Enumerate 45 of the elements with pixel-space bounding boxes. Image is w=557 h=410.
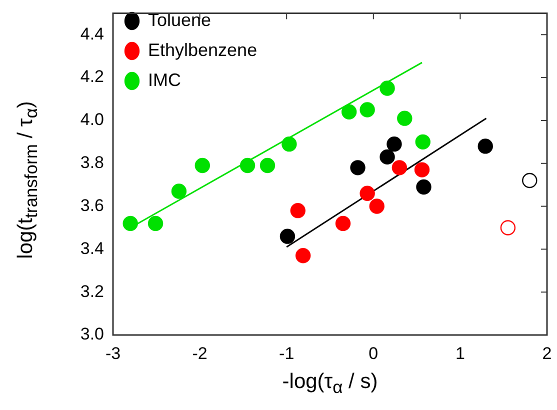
point [282, 136, 297, 152]
x-tick-label: -2 [192, 344, 208, 363]
point [397, 110, 412, 126]
x-tick-label: -1 [279, 344, 294, 363]
point [171, 184, 187, 199]
point [260, 158, 276, 174]
y-tick-label: 3.6 [80, 196, 104, 215]
legend-label: Ethylbenzene [148, 40, 258, 60]
point [240, 158, 256, 174]
point [295, 248, 311, 264]
point [122, 216, 138, 232]
x-tick-label: 2 [542, 344, 552, 363]
point [416, 179, 432, 195]
point [500, 220, 516, 236]
x-tick-label: 1 [455, 344, 465, 363]
point [386, 136, 402, 152]
y-tick-label: 3.0 [80, 324, 104, 344]
legend-label: Toluene [148, 10, 212, 30]
y-tick-label: 3.8 [80, 153, 104, 172]
x-axis-title: -log(τ$_{α}$ / s) [281, 370, 379, 398]
legend-label: IMC [148, 70, 181, 90]
y-tick-label: 4.0 [80, 110, 104, 130]
point [335, 216, 351, 232]
point [478, 138, 493, 154]
point [380, 149, 395, 165]
y-tick-label: 4.2 [80, 67, 104, 86]
point [380, 80, 395, 96]
point [369, 198, 384, 214]
point [280, 228, 296, 244]
point [415, 134, 430, 150]
point [290, 202, 306, 218]
y-tick-label: 4.4 [80, 24, 104, 44]
point [392, 160, 408, 176]
point [360, 186, 375, 202]
point [360, 102, 375, 118]
point [194, 158, 210, 174]
x-tick-label: 0 [368, 344, 378, 363]
point [341, 104, 357, 120]
point [414, 162, 430, 178]
point [148, 216, 164, 232]
y-tick-label: 3.2 [80, 282, 104, 301]
point [522, 172, 538, 188]
point [350, 160, 366, 176]
x-tick-label: -3 [105, 344, 121, 363]
y-tick-label: 3.4 [80, 238, 104, 258]
